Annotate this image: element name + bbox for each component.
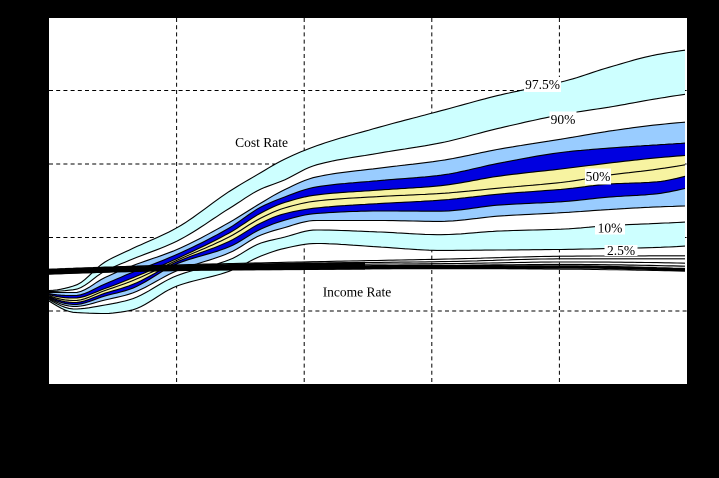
svg-text:90%: 90% <box>551 112 576 127</box>
svg-text:97.5%: 97.5% <box>525 77 560 92</box>
svg-text:Income Rate: Income Rate <box>323 285 392 300</box>
svg-text:50%: 50% <box>586 169 611 184</box>
svg-text:Cost Rate: Cost Rate <box>235 135 288 150</box>
svg-text:10%: 10% <box>598 221 623 236</box>
svg-text:2.5%: 2.5% <box>607 243 635 258</box>
